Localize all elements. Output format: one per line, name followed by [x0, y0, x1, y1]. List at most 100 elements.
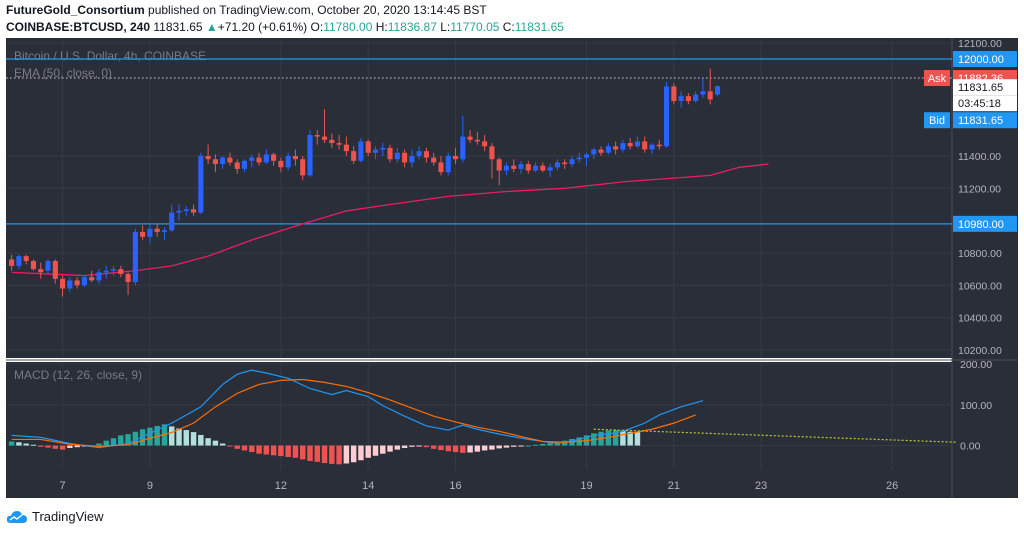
candle[interactable] — [191, 209, 197, 213]
candle[interactable] — [605, 146, 611, 153]
candle[interactable] — [227, 157, 233, 163]
candle[interactable] — [81, 277, 87, 286]
candle[interactable] — [23, 256, 29, 262]
candle[interactable] — [351, 151, 357, 161]
candle[interactable] — [664, 86, 670, 147]
candle[interactable] — [583, 154, 590, 158]
candle[interactable] — [707, 91, 713, 100]
candle[interactable] — [60, 278, 66, 289]
candle[interactable] — [38, 269, 44, 273]
candle[interactable] — [183, 209, 189, 211]
candle[interactable] — [89, 277, 95, 281]
candle[interactable] — [125, 273, 131, 283]
candle[interactable] — [489, 146, 495, 160]
candle[interactable] — [620, 143, 626, 150]
candle[interactable] — [576, 157, 582, 160]
candle[interactable] — [241, 160, 248, 169]
candle[interactable] — [591, 149, 597, 155]
candle[interactable] — [533, 165, 539, 171]
candle[interactable] — [67, 280, 73, 289]
candle[interactable] — [474, 139, 480, 142]
candle[interactable] — [656, 144, 662, 147]
candle[interactable] — [649, 144, 655, 150]
candle[interactable] — [74, 280, 80, 286]
candle[interactable] — [496, 159, 502, 171]
candle[interactable] — [685, 96, 691, 102]
candle[interactable] — [380, 147, 386, 150]
candle[interactable] — [714, 86, 721, 95]
candle[interactable] — [314, 134, 320, 137]
candle[interactable] — [321, 136, 328, 140]
candle[interactable] — [9, 259, 15, 266]
candle[interactable] — [169, 212, 175, 231]
candle[interactable] — [540, 165, 546, 171]
candle[interactable] — [256, 157, 262, 163]
candle[interactable] — [118, 269, 124, 274]
candle[interactable] — [554, 162, 560, 168]
candle[interactable] — [358, 141, 364, 161]
candle[interactable] — [140, 231, 146, 237]
candle[interactable] — [627, 143, 633, 147]
candle[interactable] — [292, 155, 298, 160]
candle[interactable] — [271, 154, 277, 161]
candle[interactable] — [154, 228, 160, 232]
candle[interactable] — [394, 152, 400, 160]
candle[interactable] — [678, 96, 684, 102]
author-name[interactable]: FutureGold_Consortium — [6, 3, 145, 17]
candle[interactable] — [547, 167, 553, 171]
candle[interactable] — [198, 155, 204, 213]
candle[interactable] — [205, 155, 211, 160]
macd-trendline[interactable] — [593, 428, 958, 443]
candle[interactable] — [212, 159, 218, 165]
candle[interactable] — [329, 139, 335, 144]
candle[interactable] — [147, 228, 153, 237]
candle[interactable] — [249, 157, 255, 161]
candle[interactable] — [431, 157, 437, 163]
candle[interactable] — [278, 160, 284, 168]
candle[interactable] — [343, 144, 349, 152]
candle[interactable] — [642, 141, 648, 150]
tradingview-logo-text[interactable]: TradingView — [32, 509, 104, 524]
candle[interactable] — [518, 164, 524, 169]
candle[interactable] — [220, 157, 226, 165]
candle[interactable] — [30, 261, 37, 270]
candle[interactable] — [416, 151, 422, 156]
candle[interactable] — [285, 155, 291, 168]
candle[interactable] — [445, 155, 451, 173]
candle[interactable] — [700, 91, 706, 95]
candle[interactable] — [423, 151, 429, 158]
candle[interactable] — [103, 270, 109, 273]
candle[interactable] — [634, 141, 641, 147]
candle[interactable] — [569, 159, 575, 165]
candle[interactable] — [467, 136, 473, 140]
candle[interactable] — [300, 159, 306, 176]
candle[interactable] — [132, 231, 138, 283]
candle[interactable] — [372, 149, 379, 153]
candle[interactable] — [452, 155, 459, 160]
candle[interactable] — [336, 143, 342, 145]
candle[interactable] — [52, 261, 58, 279]
candle[interactable] — [16, 256, 22, 266]
candle[interactable] — [460, 136, 466, 160]
candle[interactable] — [176, 210, 182, 213]
candle[interactable] — [234, 162, 240, 169]
candle[interactable] — [562, 162, 568, 165]
candle[interactable] — [96, 272, 102, 281]
candle[interactable] — [693, 94, 699, 102]
candle[interactable] — [409, 155, 415, 163]
candle[interactable] — [387, 147, 393, 160]
candle[interactable] — [482, 141, 488, 147]
price-chart[interactable]: 12100.0011400.0011200.0010800.0010600.00… — [0, 38, 1024, 500]
candle[interactable] — [438, 162, 444, 173]
candle[interactable] — [45, 261, 51, 271]
candle[interactable] — [598, 149, 604, 153]
candle[interactable] — [365, 141, 371, 153]
candle[interactable] — [503, 165, 510, 171]
candle[interactable] — [402, 152, 408, 163]
candle[interactable] — [263, 154, 269, 163]
candle[interactable] — [307, 134, 313, 176]
candle[interactable] — [613, 146, 619, 150]
candle[interactable] — [671, 86, 677, 102]
candle[interactable] — [511, 165, 517, 169]
candle[interactable] — [525, 164, 531, 171]
